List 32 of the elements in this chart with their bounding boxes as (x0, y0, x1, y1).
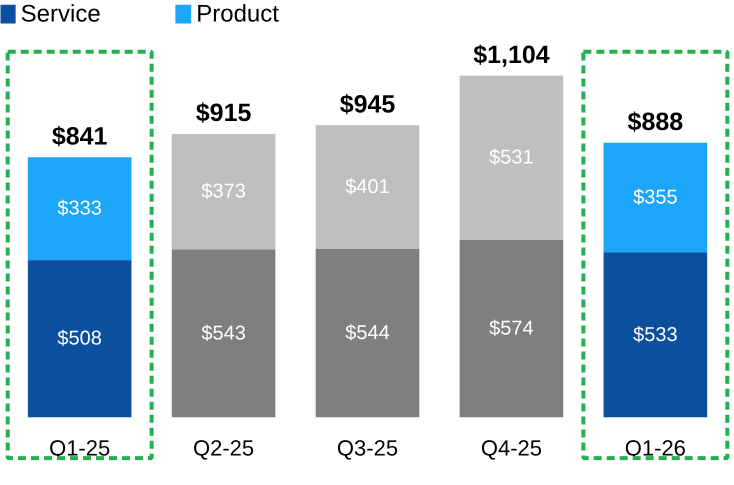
x-tick-label: Q2-25 (193, 435, 254, 460)
data-label: $508 (57, 328, 102, 350)
data-label: $544 (345, 322, 390, 344)
bar (604, 252, 708, 418)
data-label: $333 (57, 198, 102, 220)
data-label: $533 (633, 324, 678, 346)
bar (460, 76, 564, 240)
total-label: $841 (52, 122, 108, 150)
data-label: $574 (489, 317, 534, 340)
legend-label: Service (20, 0, 101, 28)
data-label: $531 (489, 146, 534, 169)
bar (28, 260, 132, 418)
total-label: $888 (628, 108, 684, 136)
x-tick-label: Q1-26 (624, 435, 686, 460)
x-tick-label: Q4-25 (480, 435, 542, 460)
data-label: $373 (201, 180, 246, 203)
bar (316, 125, 420, 250)
total-label: $945 (340, 90, 396, 118)
total-label: $915 (196, 99, 252, 128)
bar (172, 249, 276, 418)
x-tick-label: Q1-25 (49, 435, 110, 460)
bar (460, 240, 564, 418)
data-label: $355 (633, 186, 678, 209)
data-label: $543 (201, 322, 246, 344)
data-label: $401 (345, 176, 390, 198)
x-tick-label: Q3-25 (336, 435, 398, 460)
total-label: $1,104 (473, 40, 550, 69)
bar (28, 157, 132, 260)
bar (316, 249, 420, 418)
bar (604, 142, 708, 252)
legend-label: Product (196, 0, 280, 28)
bar (172, 134, 276, 250)
